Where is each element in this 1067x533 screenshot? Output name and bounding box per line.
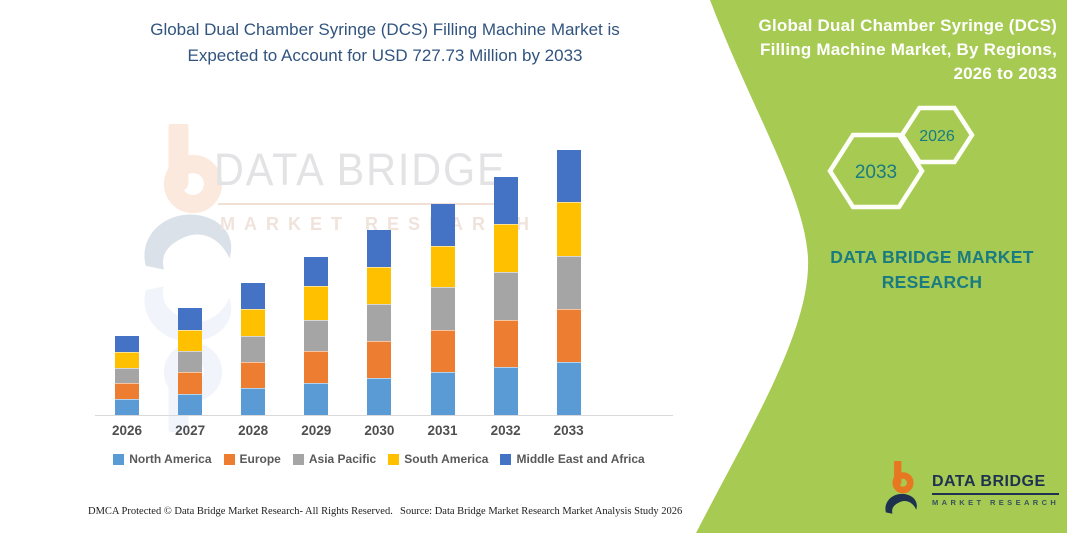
bar-segment	[178, 350, 203, 372]
bar-segment	[493, 319, 518, 368]
legend-swatch-icon	[500, 453, 512, 465]
bar-segment	[493, 272, 518, 320]
bar-segment	[430, 245, 455, 288]
x-axis-label: 2027	[175, 423, 206, 438]
hexagon-2026-label: 2026	[919, 128, 955, 145]
legend-label: Middle East and Africa	[516, 452, 645, 466]
legend-swatch-icon	[113, 453, 125, 465]
bar-segment	[241, 282, 266, 310]
stacked-bar-plot	[95, 140, 673, 416]
bar-segment	[556, 150, 581, 203]
stacked-bar-2027	[178, 308, 203, 415]
legend-label: North America	[129, 452, 212, 466]
x-axis-label: 2032	[490, 423, 521, 438]
legend-label: South America	[404, 452, 489, 466]
bar-segment	[178, 329, 203, 351]
dmca-notice: DMCA Protected © Data Bridge Market Rese…	[88, 506, 393, 517]
bar-segment	[115, 336, 139, 353]
chart-headline: Global Dual Chamber Syringe (DCS) Fillin…	[58, 17, 712, 69]
bar-segment	[304, 256, 329, 287]
bar-segment	[241, 388, 266, 415]
bar-segment	[556, 202, 581, 256]
x-axis-label: 2029	[301, 423, 332, 438]
brand-name: DATA BRIDGE MARKET RESEARCH	[798, 245, 1066, 295]
legend-item: Europe	[223, 452, 281, 466]
bar-segment	[178, 371, 203, 394]
x-axis-label: 2030	[364, 423, 395, 438]
bar-segment	[430, 372, 455, 415]
company-logo: DATA BRIDGE MARKET RESEARCH	[882, 461, 1060, 519]
legend-swatch-icon	[292, 453, 304, 465]
legend-swatch-icon	[223, 453, 235, 465]
bar-segment	[430, 287, 455, 330]
stacked-bar-2032	[493, 177, 518, 415]
brand-name-line1: DATA BRIDGE MARKET	[830, 247, 1034, 267]
bar-segment	[178, 393, 203, 415]
legend-item: Middle East and Africa	[500, 452, 645, 466]
panel-title-line3: 2026 to 2033	[953, 64, 1057, 83]
company-logo-title: DATA BRIDGE	[932, 473, 1060, 495]
stacked-bar-2030	[367, 229, 392, 415]
bar-segment	[367, 340, 392, 378]
bar-segment	[115, 399, 139, 415]
chart-headline-line1: Global Dual Chamber Syringe (DCS) Fillin…	[150, 20, 620, 39]
bar-segment	[241, 336, 266, 362]
legend-label: Asia Pacific	[308, 452, 377, 466]
hexagon-2033-icon	[827, 132, 925, 210]
bar-segment	[556, 255, 581, 309]
x-axis-labels: 2026 2027 2028 2029 2030 2031 2032 2033	[95, 423, 673, 441]
x-axis-label: 2026	[111, 423, 143, 438]
bar-segment	[241, 361, 266, 389]
stacked-bar-2028	[241, 282, 266, 415]
legend-item: North America	[113, 452, 212, 466]
bar-segment	[304, 286, 329, 320]
bar-segment	[493, 177, 518, 225]
hexagon-2033-label: 2033	[855, 162, 897, 183]
bar-segment	[115, 352, 139, 368]
bar-segment	[430, 329, 455, 373]
bar-segment	[178, 308, 203, 330]
bar-segment	[367, 303, 392, 341]
legend-label: Europe	[239, 452, 281, 466]
company-logo-text: DATA BRIDGE MARKET RESEARCH	[932, 473, 1060, 507]
stacked-bar-2033	[556, 150, 581, 415]
bar-segment	[304, 319, 329, 351]
bar-segment	[493, 367, 518, 415]
year-hexagons: 2033 2026	[827, 105, 975, 210]
bar-segment	[241, 309, 266, 337]
company-logo-subtitle: MARKET RESEARCH	[932, 498, 1060, 507]
brand-name-line2: RESEARCH	[881, 272, 983, 292]
company-logo-icon	[885, 461, 917, 514]
chart-legend: North America Europe Asia Pacific South Ame…	[58, 452, 700, 466]
bar-segment	[367, 229, 392, 267]
source-note: Source: Data Bridge Market Research Mark…	[400, 506, 683, 517]
legend-item: Asia Pacific	[292, 452, 377, 466]
stacked-bar-2026	[115, 336, 139, 415]
stacked-bar-2029	[304, 256, 329, 415]
bar-segment	[556, 361, 581, 415]
bar-segment	[304, 383, 329, 415]
stacked-bar-2031	[430, 203, 455, 415]
panel-title-line1: Global Dual Chamber Syringe (DCS)	[758, 16, 1057, 35]
bar-segment	[367, 266, 392, 304]
hexagon-2026-icon	[899, 105, 975, 165]
bar-segment	[430, 203, 455, 246]
legend-swatch-icon	[388, 453, 400, 465]
bar-segment	[367, 377, 392, 415]
x-axis-label: 2033	[553, 423, 584, 438]
x-axis-label: 2028	[238, 423, 269, 438]
panel-title: Global Dual Chamber Syringe (DCS) Fillin…	[737, 14, 1057, 86]
bar-segment	[115, 383, 139, 399]
chart-headline-line2: Expected to Account for USD 727.73 Milli…	[187, 46, 583, 65]
bar-segment	[493, 224, 518, 273]
bar-segment	[115, 367, 139, 384]
legend-item: South America	[388, 452, 488, 466]
bar-segment	[304, 350, 329, 384]
x-axis-label: 2031	[427, 423, 458, 438]
bar-segment	[556, 308, 581, 362]
panel-title-line2: Filling Machine Market, By Regions,	[760, 40, 1057, 59]
